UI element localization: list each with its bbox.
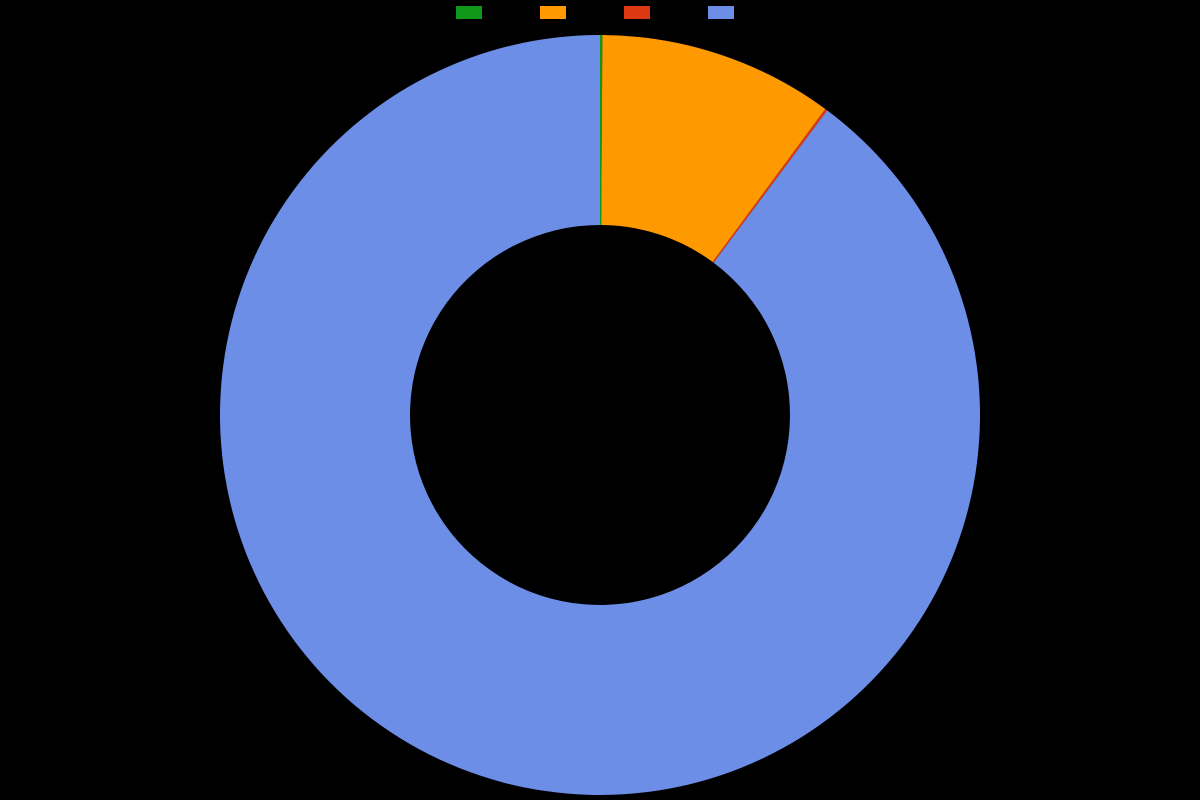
- chart-canvas: [0, 0, 1200, 800]
- donut-chart: [200, 15, 1000, 800]
